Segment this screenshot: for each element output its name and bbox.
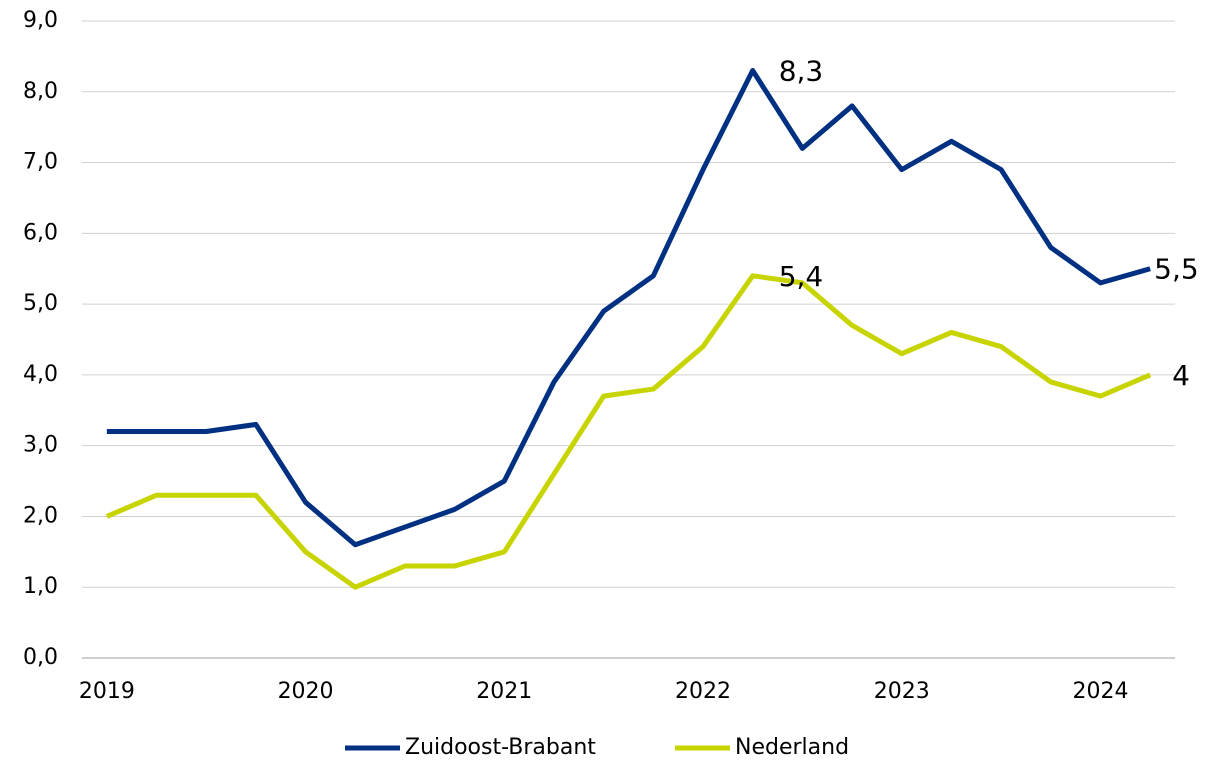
- value-label: 5,5: [1154, 253, 1199, 286]
- value-label: 4: [1172, 359, 1190, 392]
- y-tick-label: 8,0: [23, 79, 58, 104]
- value-label: 8,3: [779, 55, 824, 88]
- y-tick-label: 1,0: [23, 574, 58, 599]
- y-tick-label: 2,0: [23, 503, 58, 528]
- y-tick-label: 9,0: [23, 8, 58, 33]
- legend-label: Nederland: [735, 735, 849, 760]
- y-tick-label: 3,0: [23, 433, 58, 458]
- x-tick-label: 2022: [675, 679, 731, 704]
- y-tick-label: 6,0: [23, 220, 58, 245]
- x-tick-label: 2019: [79, 679, 135, 704]
- x-tick-label: 2020: [278, 679, 334, 704]
- value-label: 5,4: [779, 260, 824, 293]
- y-tick-label: 5,0: [23, 291, 58, 316]
- x-tick-label: 2021: [476, 679, 532, 704]
- y-tick-label: 7,0: [23, 150, 58, 175]
- line-series: [105, 273, 1152, 590]
- y-tick-label: 4,0: [23, 362, 58, 387]
- x-tick-label: 2024: [1072, 679, 1128, 704]
- legend-label: Zuidoost-Brabant: [405, 735, 596, 760]
- line-series: [106, 68, 1151, 548]
- y-tick-label: 0,0: [23, 645, 58, 670]
- x-tick-label: 2023: [874, 679, 930, 704]
